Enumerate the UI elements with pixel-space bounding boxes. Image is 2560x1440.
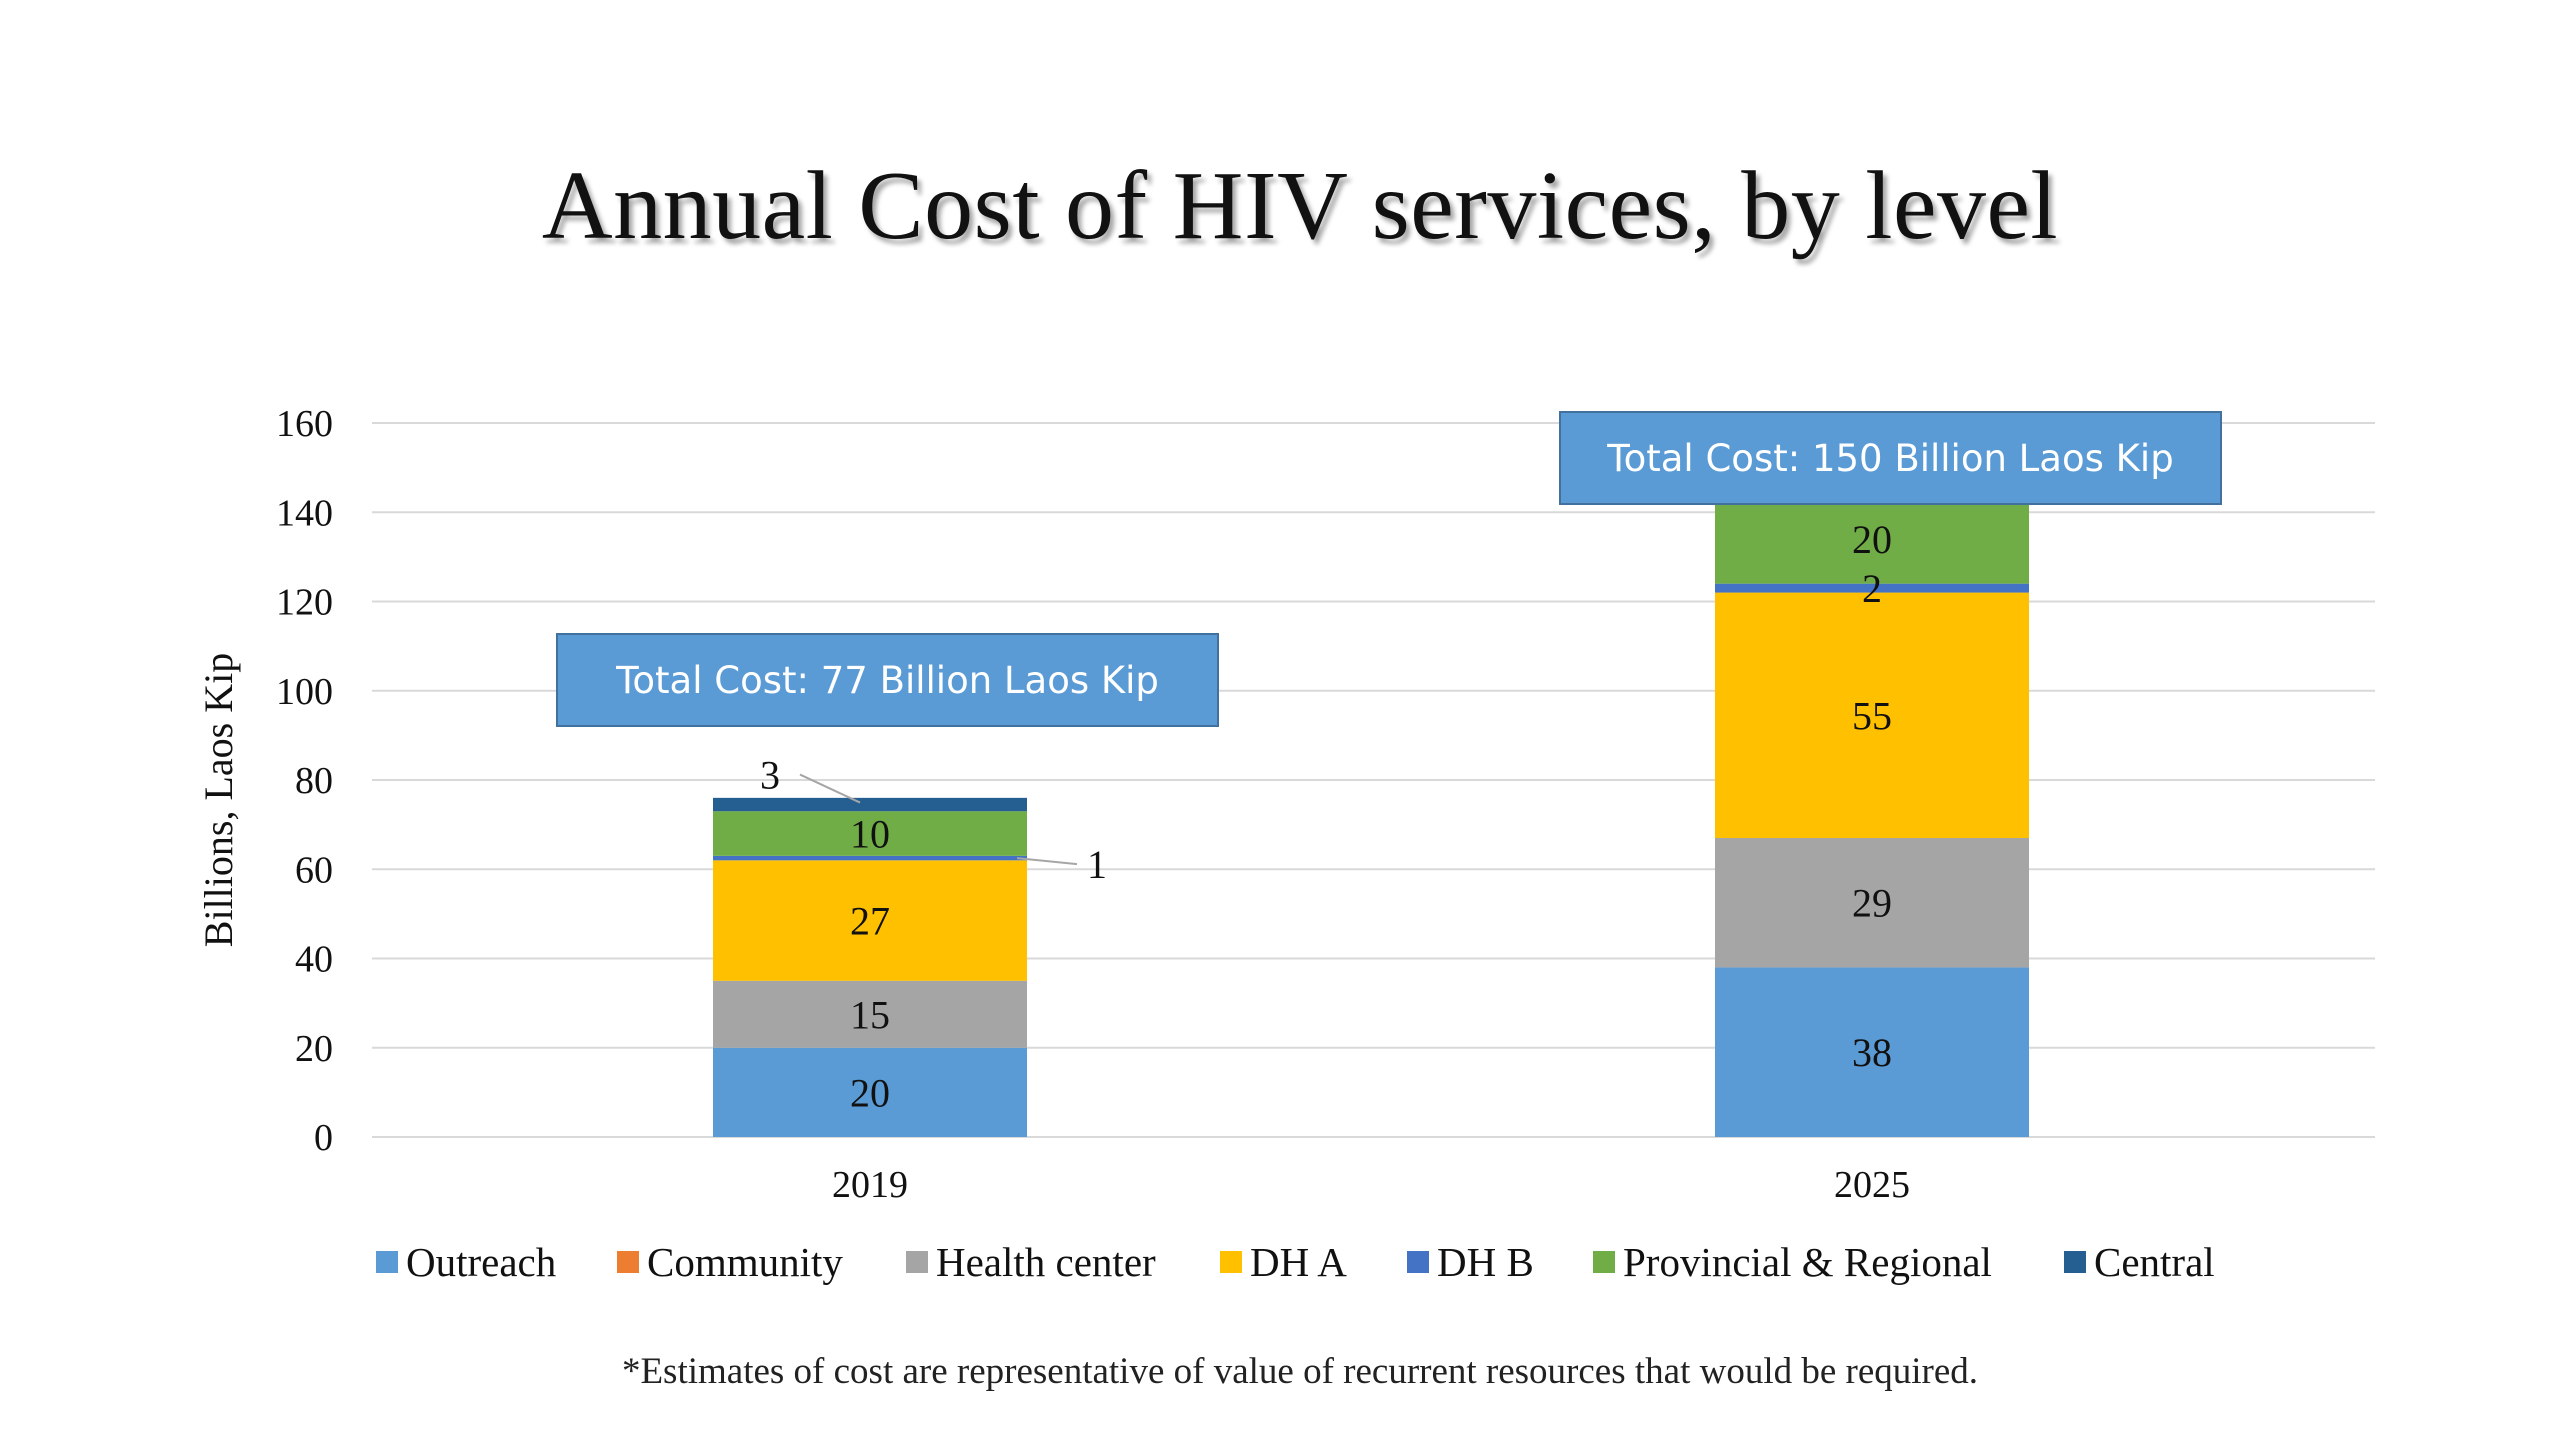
data-label: 20	[850, 1070, 890, 1115]
gridlines	[372, 422, 2375, 1138]
legend-label: Outreach	[406, 1239, 556, 1285]
bar-segment-health-center	[1715, 838, 2029, 968]
x-tick-label: 2019	[832, 1164, 908, 1206]
y-axis-label: Billions, Laos Kip	[196, 653, 241, 947]
bar-segment-dh-b	[713, 855, 1027, 861]
bar-segment-outreach	[1715, 967, 2029, 1137]
total-cost-label: Total Cost: 77 Billion Laos Kip	[615, 659, 1159, 702]
data-label: 10	[850, 812, 890, 857]
data-label: 3	[760, 753, 780, 798]
total-cost-box	[1559, 411, 2222, 505]
y-tick-label: 120	[276, 582, 333, 624]
legend-swatch	[2064, 1251, 2086, 1273]
y-tick-label: 160	[276, 403, 333, 445]
legend-swatch	[617, 1251, 639, 1273]
bar-segment-dh-a	[713, 860, 1027, 981]
bar-segment-health-center	[713, 980, 1027, 1048]
y-tick-label: 80	[295, 760, 333, 802]
y-tick-label: 60	[295, 849, 333, 891]
legend-swatch	[1407, 1251, 1429, 1273]
total-cost-boxes: Total Cost: 77 Billion Laos Kip Total Cos…	[556, 411, 2222, 727]
data-label: 20	[1852, 517, 1892, 562]
y-tick-label: 0	[314, 1117, 333, 1159]
legend-label: Health center	[936, 1239, 1156, 1285]
y-tick-label: 20	[295, 1028, 333, 1070]
bar-segment-central	[713, 797, 1027, 812]
legend-label: DH B	[1437, 1239, 1534, 1285]
y-tick-label: 40	[295, 939, 333, 981]
data-label: 55	[1852, 693, 1892, 738]
legend-swatch	[1220, 1251, 1242, 1273]
total-cost-label: Total Cost: 150 Billion Laos Kip	[1606, 437, 2173, 480]
legend-swatch	[906, 1251, 928, 1273]
data-label: 29	[1852, 881, 1892, 926]
legend-label: Provincial & Regional	[1623, 1239, 1992, 1285]
y-axis-ticks: 0 20 40 60 80 100 120 140 160	[276, 403, 333, 1159]
bar-segment-dh-a	[1715, 592, 2029, 839]
leader-line	[1016, 857, 1078, 866]
chart-title: Annual Cost of HIV services, by level	[541, 152, 2059, 260]
leader-line	[799, 773, 861, 804]
bar-segment-provincial-regional	[1715, 494, 2029, 584]
bar-segment-outreach	[713, 1047, 1027, 1137]
bar-segment-provincial-regional	[713, 811, 1027, 856]
legend-label: Community	[647, 1239, 843, 1285]
data-label: 1	[1087, 842, 1107, 887]
data-label: 38	[1852, 1030, 1892, 1075]
legend: Outreach Community Health center DH A DH B Pr…	[376, 1239, 2215, 1285]
legend-label: Central	[2094, 1239, 2215, 1285]
total-cost-box	[556, 633, 1219, 727]
legend-swatch	[1593, 1251, 1615, 1273]
bar-segment-dh-b	[1715, 583, 2029, 593]
legend-swatch	[376, 1251, 398, 1273]
y-tick-label: 140	[276, 492, 333, 534]
x-tick-label: 2025	[1834, 1164, 1910, 1206]
y-tick-label: 100	[276, 671, 333, 713]
legend-label: DH A	[1250, 1239, 1347, 1285]
footnote: *Estimates of cost are representative of…	[621, 1351, 1979, 1392]
data-label: 15	[850, 992, 890, 1037]
data-label: 27	[850, 899, 890, 944]
data-label: 2	[1862, 566, 1882, 611]
x-axis-ticks: 2019 2025	[832, 1164, 1910, 1206]
